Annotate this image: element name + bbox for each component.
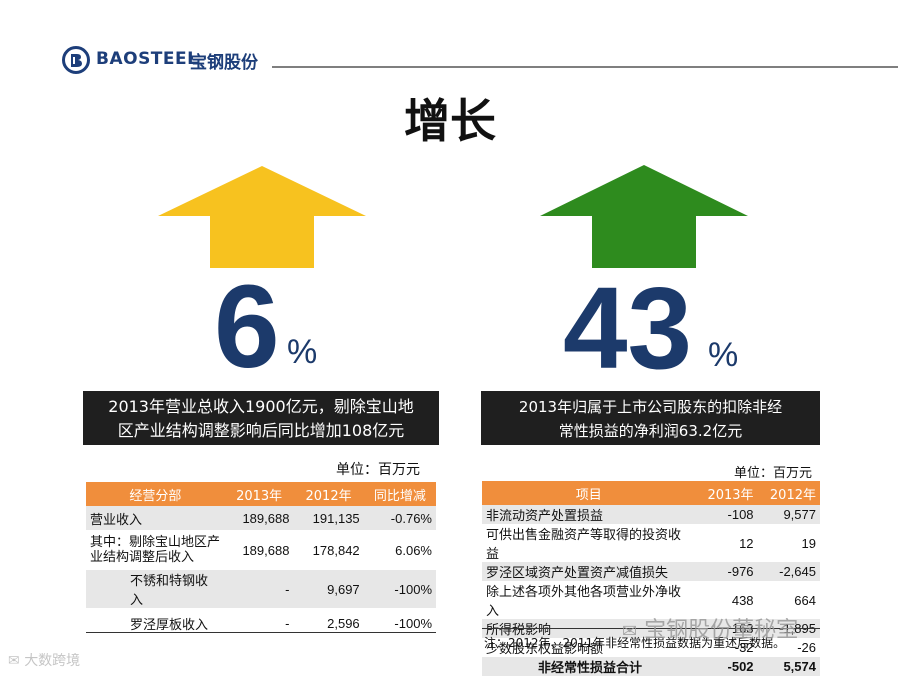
col-header: 2012年 [293,482,364,506]
page-title: 增长 [404,94,496,148]
cell: 其中：剔除宝山地区产 业结构调整后收入 [86,530,225,570]
cell: 罗泾区域资产处置资产减值损失 [482,562,696,581]
watermark-text: 宝钢股份董秘室 [644,618,799,643]
left-table-bottom-rule [86,632,436,633]
cell-line: 业结构调整后收入 [90,550,195,565]
table-row: 除上述各项外其他各项营业外净收入 438 664 [482,581,820,619]
table-header-row: 经营分部 2013年 2012年 同比增减 [86,482,436,506]
brand-name-cn: 宝钢股份 [190,53,258,73]
cell: 9,697 [293,570,364,608]
table-row: 罗泾区域资产处置资产减值损失 -976 -2,645 [482,562,820,581]
table-header-row: 项目 2013年 2012年 [482,481,820,505]
cell: 6.06% [363,530,436,570]
left-caption-line1: 2013年营业总收入1900亿元，剔除宝山地 [108,397,414,416]
cell: - [224,570,294,608]
left-caption-line2: 区产业结构调整影响后同比增加108亿元 [117,421,405,440]
cell: 189,688 [224,506,294,530]
cell: 非流动资产处置损益 [482,505,696,524]
cell: 罗泾厚板收入 [86,608,225,638]
cell: -2,645 [757,562,820,581]
cell: -26 [757,638,820,657]
cell: -32 [695,638,758,657]
cell: 2,596 [293,608,364,638]
cell: -100% [363,608,436,638]
col-header: 同比增减 [363,482,436,506]
table-row: 可供出售金融资产等取得的投资收益 12 19 [482,524,820,562]
table-row: 少数股东权益影响额 -32 -26 [482,638,820,657]
cell: 除上述各项外其他各项营业外净收入 [482,581,696,619]
cell: 438 [695,581,758,619]
chat-bubble-icon: ✉ [622,621,638,642]
right-table-bottom-rule [482,628,820,629]
table-row: 营业收入 189,688 191,135 -0.76% [86,506,436,530]
left-unit-label: 单位：百万元 [336,462,420,478]
cell: -100% [363,570,436,608]
table-row: 其中：剔除宝山地区产 业结构调整后收入 189,688 178,842 6.06… [86,530,436,570]
right-caption-line2: 常性损益的净利润63.2亿元 [558,422,743,440]
header: BAOSTEEL 宝钢股份 [62,42,898,76]
right-caption: 2013年归属于上市公司股东的扣除非经 常性损益的净利润63.2亿元 [481,391,820,445]
left-growth-value: 6 [214,261,280,393]
watermark-left: ✉ 大数跨境 [8,650,80,670]
cell: 营业收入 [86,506,225,530]
right-caption-line1: 2013年归属于上市公司股东的扣除非经 [518,398,783,416]
header-divider [272,66,898,68]
table-total-row: 非经常性损益合计 -502 5,574 [482,657,820,676]
cell: -108 [695,505,758,524]
footnote: 注：2012年、2011年非经常性损益数据为重述后数据。 [484,636,786,650]
cell-line: 其中：剔除宝山地区产 [90,535,221,550]
right-items-table: 项目 2013年 2012年 非流动资产处置损益 -108 9,577 可供出售… [482,481,820,676]
cell: 664 [757,581,820,619]
brand-name-en: BAOSTEEL [96,49,199,69]
left-up-arrow-icon [158,166,366,268]
watermark-text: 大数跨境 [24,653,81,669]
chat-bubble-icon: ✉ [8,653,20,669]
right-growth-value: 43 [563,263,693,393]
cell: - [224,608,294,638]
col-header: 2013年 [224,482,294,506]
table-row: 罗泾厚板收入 - 2,596 -100% [86,608,436,638]
left-percent-sign: % [287,333,318,371]
watermark-right: ✉ 宝钢股份董秘室 [622,612,798,644]
col-header: 2013年 [695,481,758,505]
cell: 非经常性损益合计 [482,657,696,676]
cell: 189,688 [224,530,294,570]
cell: -0.76% [363,506,436,530]
left-caption: 2013年营业总收入1900亿元，剔除宝山地 区产业结构调整影响后同比增加108… [83,391,439,445]
col-header: 2012年 [757,481,820,505]
cell: 19 [757,524,820,562]
right-unit-label: 单位：百万元 [734,466,813,481]
cell: 不锈和特钢收入 [86,570,225,608]
baosteel-logo-icon [62,46,90,74]
col-header: 经营分部 [86,482,225,506]
col-header: 项目 [482,481,696,505]
cell: 可供出售金融资产等取得的投资收益 [482,524,696,562]
cell: -502 [695,657,758,676]
right-percent-sign: % [708,336,739,374]
left-segment-table: 经营分部 2013年 2012年 同比增减 营业收入 189,688 191,1… [86,482,436,638]
cell: 9,577 [757,505,820,524]
cell: 178,842 [293,530,364,570]
cell: 少数股东权益影响额 [482,638,696,657]
table-row: 不锈和特钢收入 - 9,697 -100% [86,570,436,608]
cell: 191,135 [293,506,364,530]
right-up-arrow-icon [540,165,748,268]
cell: 12 [695,524,758,562]
cell: -976 [695,562,758,581]
table-row: 非流动资产处置损益 -108 9,577 [482,505,820,524]
cell: 5,574 [757,657,820,676]
